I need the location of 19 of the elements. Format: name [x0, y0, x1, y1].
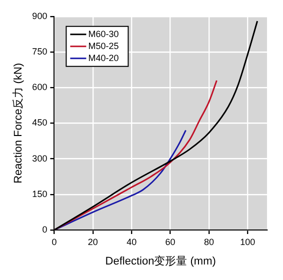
x-tick-label: 60: [165, 236, 176, 247]
y-tick-label: 600: [32, 82, 48, 92]
legend-label: M50-25: [88, 40, 119, 51]
y-tick-label: 0: [42, 224, 48, 234]
x-tick-label: 100: [240, 236, 256, 247]
legend-label: M40-20: [88, 52, 119, 63]
y-tick-label: 750: [32, 46, 48, 56]
y-axis-title: Reaction Force反力 (kN): [12, 62, 25, 184]
y-tick-label: 900: [32, 10, 48, 21]
y-tick-label: 450: [32, 118, 48, 128]
x-tick-label: 40: [126, 236, 137, 247]
x-tick-label: 20: [88, 236, 98, 247]
x-tick-label: 0: [52, 236, 57, 247]
y-tick-label: 300: [32, 153, 48, 164]
y-tick-label: 150: [32, 188, 48, 199]
line-series: [54, 130, 187, 230]
legend-label: M60-30: [88, 28, 119, 39]
x-tick-label: 80: [204, 236, 214, 247]
x-axis-title: Deflection变形量 (mm): [105, 254, 216, 268]
